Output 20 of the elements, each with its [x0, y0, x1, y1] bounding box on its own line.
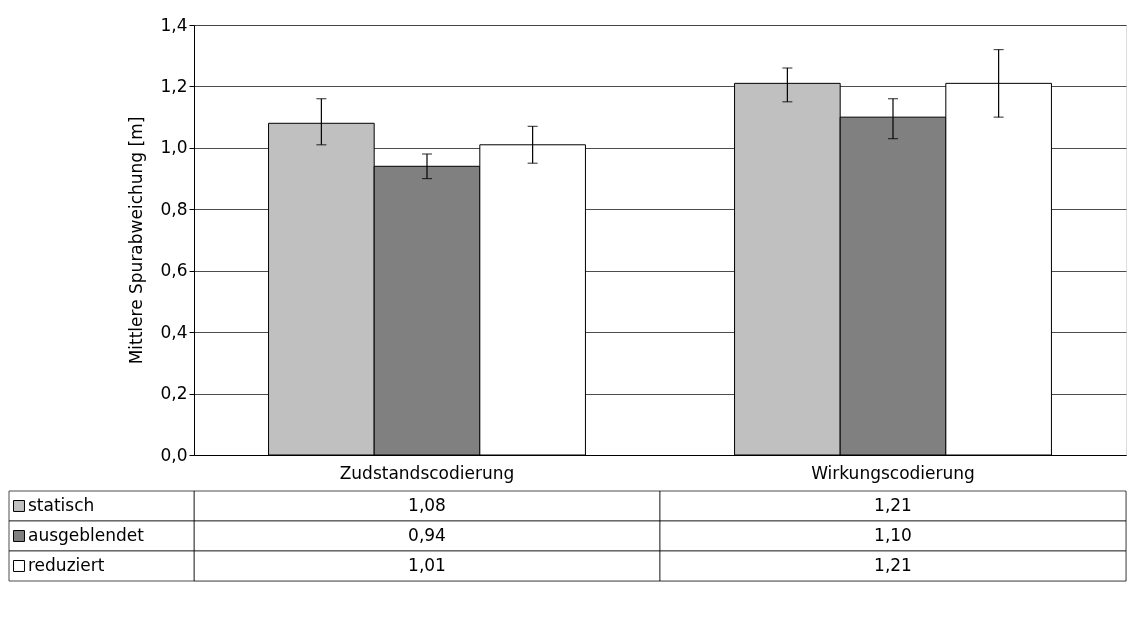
data-label: 0,94 — [408, 525, 446, 545]
y-tick-label: 0,0 — [160, 444, 188, 465]
legend-label: reduziert — [28, 555, 105, 575]
y-tick-label: 1,0 — [160, 137, 188, 158]
data-label: 1,08 — [408, 495, 446, 515]
y-tick-label: 1,2 — [160, 75, 188, 96]
y-tick-label: 0,8 — [160, 198, 188, 219]
data-label: 1,01 — [408, 555, 446, 575]
y-tick-label: 0,2 — [160, 383, 188, 404]
data-label: 1,21 — [874, 495, 912, 515]
x-tick-label: Wirkungscodierung — [811, 462, 975, 483]
y-axis-title: Mittlere Spurabweichung [m] — [126, 116, 147, 365]
data-label: 1,10 — [874, 525, 912, 545]
x-tick-label: Zudstandscodierung — [339, 462, 515, 483]
legend-label: statisch — [28, 495, 95, 515]
y-tick-label: 1,4 — [160, 14, 188, 35]
legend-label: ausgeblendet — [28, 525, 145, 545]
y-tick-label: 0,4 — [160, 321, 188, 342]
y-tick-label: 0,6 — [160, 260, 188, 281]
data-label: 1,21 — [874, 555, 912, 575]
